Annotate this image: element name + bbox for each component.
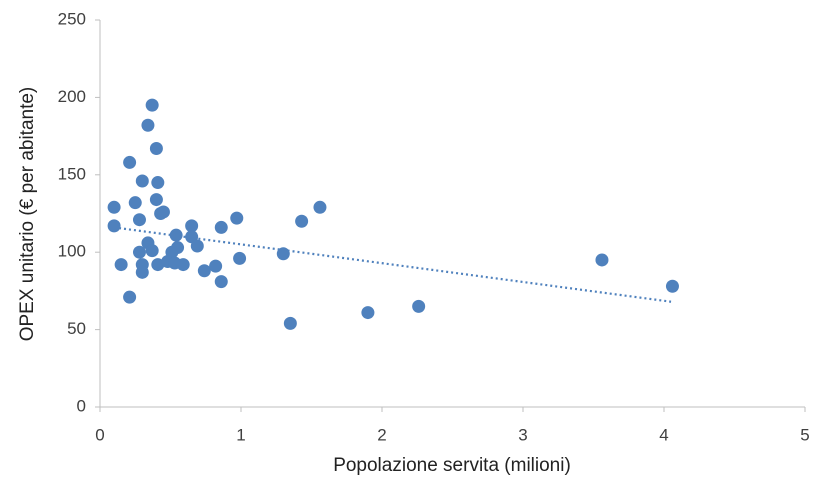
point: [123, 155, 137, 169]
x-tick-label: 2: [377, 425, 386, 444]
point: [141, 118, 155, 132]
x-tick-label: 1: [236, 425, 245, 444]
point: [114, 258, 128, 272]
trendline: [113, 226, 672, 303]
x-tick-label: 3: [518, 425, 527, 444]
y-tick-label: 100: [58, 242, 86, 261]
y-tick-label: 200: [58, 87, 86, 106]
point: [169, 228, 183, 242]
point: [190, 239, 204, 253]
x-axis-title: Popolazione servita (milioni): [333, 455, 571, 476]
point: [176, 258, 190, 272]
point: [233, 251, 247, 265]
point: [149, 141, 163, 155]
point: [283, 316, 297, 330]
point: [214, 275, 228, 289]
point: [123, 290, 137, 304]
point: [295, 214, 309, 228]
point: [156, 205, 170, 219]
point: [107, 200, 121, 214]
point: [128, 196, 142, 210]
point: [185, 219, 199, 233]
point: [151, 176, 165, 190]
point: [361, 306, 375, 320]
point: [595, 253, 609, 267]
x-tick-label: 5: [800, 425, 809, 444]
point: [209, 259, 223, 273]
point: [145, 98, 159, 112]
point: [135, 174, 149, 188]
point: [313, 200, 327, 214]
x-tick-label: 4: [659, 425, 668, 444]
y-tick-label: 50: [67, 319, 86, 338]
point: [151, 258, 165, 272]
point: [412, 299, 426, 313]
point: [107, 219, 121, 233]
point: [665, 279, 679, 293]
point: [132, 213, 146, 227]
point: [132, 245, 146, 259]
point: [276, 247, 290, 261]
point: [230, 211, 244, 225]
point: [197, 264, 211, 278]
point: [145, 244, 159, 258]
y-axis-title: OPEX unitario (€ per abitante): [17, 87, 38, 342]
point: [171, 241, 185, 255]
y-tick-label: 150: [58, 164, 86, 183]
point: [135, 265, 149, 279]
y-tick-label: 250: [58, 9, 86, 28]
point: [149, 193, 163, 207]
y-tick-label: 0: [77, 396, 86, 415]
point: [214, 220, 228, 234]
x-tick-label: 0: [95, 425, 104, 444]
